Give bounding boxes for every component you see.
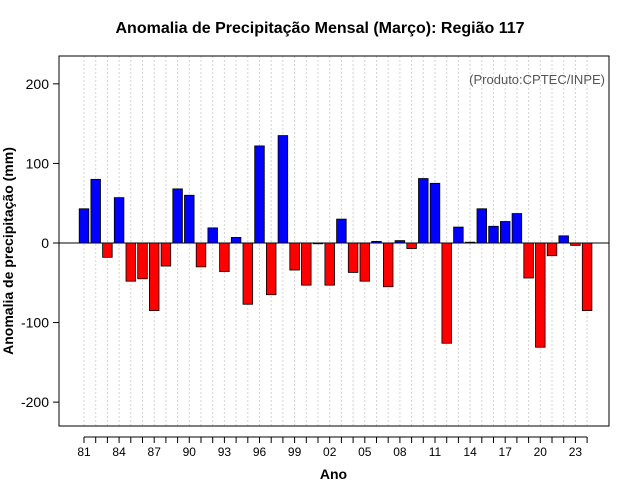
bar-2008 <box>394 240 406 244</box>
y-tick-label: 0 <box>41 235 49 251</box>
x-tick-label: 84 <box>112 445 126 459</box>
x-tick-label: 99 <box>288 445 302 459</box>
x-axis-label: Ano <box>319 466 348 482</box>
y-tick-label: -100 <box>21 315 49 331</box>
bar-2005 <box>359 242 371 282</box>
bar-2003 <box>336 218 347 244</box>
bar-1993 <box>219 242 230 273</box>
bar-2015 <box>476 208 488 244</box>
bar-1990 <box>184 194 195 244</box>
bar-2013 <box>453 226 464 244</box>
bar-1985 <box>125 242 137 282</box>
bar-2012 <box>441 242 452 344</box>
bar-1994 <box>230 237 242 244</box>
x-tick-label: 90 <box>183 445 197 459</box>
x-tick-label: 96 <box>253 445 267 459</box>
bar-1987 <box>148 242 160 312</box>
plot-frame <box>58 55 610 427</box>
x-tick-label: 87 <box>148 445 162 459</box>
bar-2002 <box>324 242 335 286</box>
bar-2004 <box>347 242 359 273</box>
bar-2019 <box>523 242 534 279</box>
bar-2006 <box>371 240 382 244</box>
bar-1997 <box>265 242 277 296</box>
bar-2021 <box>546 242 558 257</box>
bar-2017 <box>499 221 511 244</box>
x-tick-label: 20 <box>534 445 548 459</box>
x-tick-label: 02 <box>323 445 337 459</box>
bar-2022 <box>558 235 569 244</box>
bar-2024 <box>581 242 593 312</box>
chart-title: Anomalia de Precipitação Mensal (Março):… <box>115 20 525 37</box>
bar-2000 <box>301 242 312 286</box>
bar-2020 <box>535 242 546 348</box>
bar-2016 <box>488 225 499 244</box>
bar-1996 <box>254 145 265 244</box>
y-tick-label: 200 <box>26 76 50 92</box>
bar-2018 <box>511 213 523 244</box>
y-tick-label: -200 <box>21 394 49 410</box>
source-annotation: (Produto:CPTEC/INPE) <box>469 72 605 87</box>
bar-1981 <box>78 208 90 244</box>
bar-2011 <box>429 182 441 244</box>
x-tick-label: 05 <box>358 445 372 459</box>
bar-1998 <box>277 135 289 244</box>
y-tick-label: 100 <box>26 155 50 171</box>
x-tick-label: 23 <box>569 445 583 459</box>
bar-2007 <box>382 242 394 288</box>
x-tick-label: 11 <box>429 445 442 459</box>
bar-1992 <box>207 227 218 244</box>
x-tick-label: 81 <box>77 445 91 459</box>
bar-1986 <box>137 242 148 280</box>
bar-1983 <box>102 242 113 258</box>
bar-1984 <box>113 197 125 244</box>
bar-1988 <box>160 242 172 267</box>
bar-2014 <box>464 241 476 244</box>
bar-2001 <box>312 242 324 245</box>
bar-1989 <box>172 188 183 244</box>
bar-2023 <box>570 242 581 246</box>
bar-1999 <box>289 242 300 271</box>
bar-1995 <box>242 242 254 305</box>
bar-2009 <box>406 242 417 249</box>
x-tick-label: 08 <box>393 445 407 459</box>
x-tick-label: 14 <box>463 445 477 459</box>
bar-1982 <box>90 178 101 244</box>
bar-1991 <box>195 242 207 268</box>
bar-2010 <box>418 178 429 244</box>
x-tick-label: 93 <box>218 445 232 459</box>
x-tick-label: 17 <box>499 445 513 459</box>
